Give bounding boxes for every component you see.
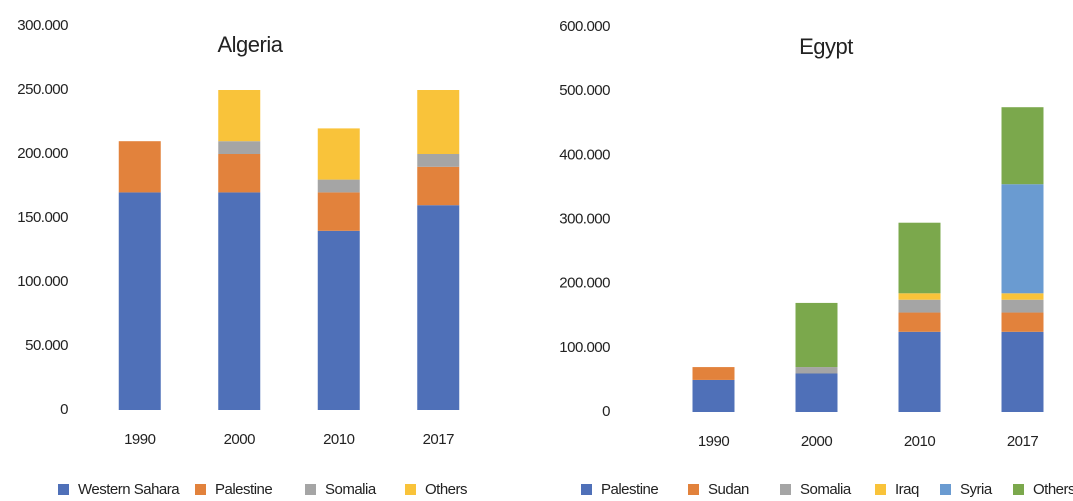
legend-swatch	[305, 484, 316, 495]
legend-swatch	[405, 484, 416, 495]
legend-label: Somalia	[800, 481, 852, 498]
bar-segment	[218, 90, 261, 142]
legend-label: Others	[1033, 481, 1073, 498]
legend-swatch	[1013, 484, 1024, 495]
bar-segment	[417, 90, 460, 154]
legend-swatch	[581, 484, 592, 495]
legend-swatch	[780, 484, 791, 495]
x-tick-label: 2017	[1007, 433, 1039, 450]
chart-title: Egypt	[799, 34, 853, 59]
bar-segment	[1001, 299, 1044, 313]
bar-segment	[218, 154, 261, 193]
bar-segment	[417, 154, 460, 167]
bar-segment	[1001, 293, 1044, 300]
bar-segment	[898, 312, 941, 332]
bar-segment	[417, 205, 460, 410]
legend-swatch	[58, 484, 69, 495]
bar-segment	[795, 367, 838, 374]
y-tick-label: 100.000	[559, 339, 610, 356]
legend-label: Western Sahara	[78, 481, 180, 498]
bar-segment	[898, 331, 941, 412]
legend-label: Sudan	[708, 481, 749, 498]
y-tick-label: 250.000	[17, 81, 68, 98]
y-tick-label: 600.000	[559, 18, 610, 35]
chart-title: Algeria	[218, 32, 284, 57]
legend-label: Others	[425, 481, 467, 498]
bar-segment	[898, 293, 941, 300]
legend-swatch	[195, 484, 206, 495]
y-tick-label: 0	[60, 401, 68, 418]
legend-label: Palestine	[601, 481, 658, 498]
y-tick-label: 300.000	[17, 17, 68, 34]
legend-label: Palestine	[215, 481, 272, 498]
bar-segment	[1001, 312, 1044, 332]
legend-swatch	[688, 484, 699, 495]
legend-label: Syria	[960, 481, 993, 498]
x-tick-label: 2017	[423, 431, 455, 448]
bar-segment	[898, 299, 941, 313]
legend-swatch	[940, 484, 951, 495]
x-tick-label: 2000	[224, 431, 256, 448]
bar-segment	[218, 192, 261, 410]
bar-segment	[317, 179, 360, 193]
bar-segment	[898, 222, 941, 294]
bar-segment	[795, 373, 838, 412]
bar-segment	[1001, 107, 1044, 185]
y-tick-label: 100.000	[17, 273, 68, 290]
x-tick-label: 2000	[801, 433, 833, 450]
bar-segment	[692, 367, 735, 380]
bar-segment	[317, 128, 360, 180]
x-tick-label: 1990	[124, 431, 156, 448]
bar-segment	[692, 379, 735, 412]
legend-swatch	[875, 484, 886, 495]
y-tick-label: 500.000	[559, 82, 610, 99]
x-tick-label: 2010	[904, 433, 936, 450]
y-tick-label: 200.000	[17, 145, 68, 162]
bar-segment	[118, 192, 161, 410]
y-tick-label: 150.000	[17, 209, 68, 226]
bar-segment	[417, 166, 460, 206]
y-tick-label: 200.000	[559, 275, 610, 292]
bar-segment	[795, 302, 838, 368]
bar-segment	[1001, 331, 1044, 412]
y-tick-label: 300.000	[559, 210, 610, 227]
x-tick-label: 1990	[698, 433, 730, 450]
legend-label: Somalia	[325, 481, 377, 498]
legend-label: Iraq	[895, 481, 919, 498]
y-tick-label: 50.000	[25, 337, 68, 354]
bar-segment	[218, 141, 261, 154]
bar-segment	[1001, 184, 1044, 294]
bar-segment	[118, 141, 161, 193]
bar-segment	[317, 230, 360, 410]
bar-segment	[317, 192, 360, 231]
y-tick-label: 0	[602, 403, 610, 420]
y-tick-label: 400.000	[559, 146, 610, 163]
x-tick-label: 2010	[323, 431, 355, 448]
